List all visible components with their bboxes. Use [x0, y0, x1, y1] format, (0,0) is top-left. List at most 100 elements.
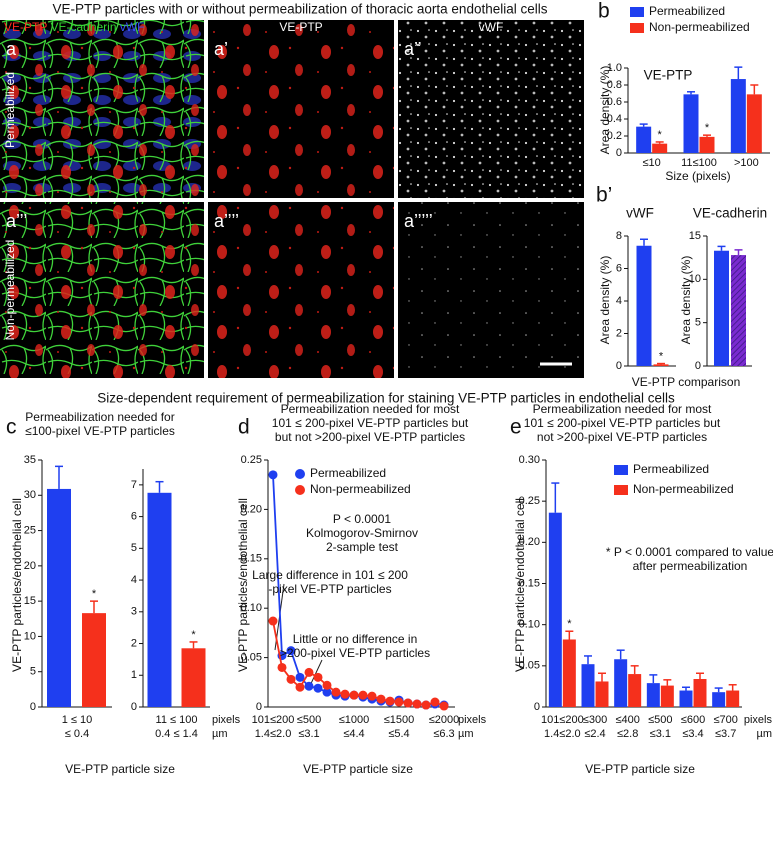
bar: [730, 79, 746, 153]
y-tick-label: 0.15: [519, 577, 540, 589]
point: [376, 694, 386, 704]
point: [367, 691, 377, 701]
y-axis-label: VE-PTP particles/endothelial cell: [10, 498, 24, 672]
x-tick-sublabel: ≤2.4: [584, 728, 605, 740]
x-axis-label: VE-PTP particle size: [65, 762, 175, 776]
y-tick-label: 6: [616, 262, 622, 274]
bar: [47, 488, 71, 707]
bar: [82, 613, 106, 707]
significance-mark: *: [659, 350, 664, 362]
y-tick-label: 2: [616, 327, 622, 339]
image-label: a’’’’’: [404, 211, 433, 231]
point: [439, 701, 449, 711]
annotation: after permeabilization: [633, 559, 748, 573]
row-label: Non-permeabilized: [3, 240, 17, 341]
significance-mark: *: [658, 129, 663, 141]
point: [340, 689, 350, 699]
chart-title: Permeabilization needed for most: [533, 402, 712, 416]
annotation: >200-pixel VE-PTP particles: [280, 646, 430, 660]
point: [322, 687, 332, 697]
image-a5-white: [398, 202, 584, 378]
x-tick-sublabel: ≤3.7: [715, 728, 736, 740]
x-unit: pixels: [744, 714, 773, 726]
y-tick-label: 0.15: [241, 553, 262, 565]
chart-title: 101 ≤ 200-pixel VE-PTP particles but: [272, 416, 469, 430]
x-tick-label: 101≤200: [541, 714, 584, 726]
x-tick-sublabel: ≤3.1: [298, 728, 319, 740]
y-tick-label: 0.20: [241, 503, 262, 515]
y-tick-label: 0.2: [607, 130, 622, 142]
chart-title: 101 ≤ 200-pixel VE-PTP particles but: [524, 416, 721, 430]
y-tick-label: 0.10: [519, 619, 540, 631]
x-tick-label: 101≤200: [252, 714, 295, 726]
bar: [581, 664, 595, 707]
x-unit: µm: [458, 728, 474, 740]
legend-swatch: [614, 485, 628, 495]
image-label: a’’’’: [214, 211, 239, 231]
x-axis-label: VE-PTP particle size: [303, 762, 413, 776]
y-tick-label: 0.6: [607, 96, 622, 108]
chart-title: but not >200-pixel VE-PTP particles: [275, 430, 465, 444]
x-tick-label: ≤300: [583, 714, 607, 726]
stain-label: vWF: [120, 20, 145, 34]
y-tick-label: 5: [695, 317, 701, 329]
x-tick-label: 1 ≤ 10: [62, 714, 93, 726]
chart-title: not >200-pixel VE-PTP particles: [537, 430, 707, 444]
legend-swatch: [630, 7, 644, 17]
point: [304, 667, 314, 677]
y-tick-label: 1: [131, 669, 137, 681]
y-tick-label: 7: [131, 479, 137, 491]
point: [430, 697, 440, 707]
significance-mark: *: [705, 122, 710, 134]
y-tick-label: 0.8: [607, 79, 622, 91]
point: [412, 699, 422, 709]
y-axis-label: Area density (%): [598, 66, 612, 155]
bar: [628, 674, 642, 707]
image-a3-red: [0, 202, 204, 378]
panel-label: d: [238, 416, 250, 439]
y-axis-label: VE-PTP particles/endothelial cell: [513, 498, 527, 672]
y-axis-label: Area density (%): [598, 256, 612, 345]
annotation: -pixel VE-PTP particles: [268, 582, 391, 596]
figure-title: VE-PTP particles with or without permeab…: [53, 2, 548, 17]
y-tick-label: 0.4: [607, 113, 622, 125]
point: [304, 681, 314, 691]
column-header: VE-PTP: [279, 20, 322, 34]
y-tick-label: 10: [24, 630, 36, 642]
x-tick-label: ≤10: [643, 157, 661, 169]
x-tick-label: ≤400: [615, 714, 639, 726]
bar: [636, 245, 652, 366]
image-label: a: [6, 39, 17, 59]
y-tick-label: 0.30: [519, 454, 540, 466]
y-axis-label: VE-PTP particles/endothelial cell: [236, 498, 250, 672]
image-a4-red: [208, 202, 394, 378]
y-tick-label: 20: [24, 560, 36, 572]
x-axis-label: Size (pixels): [665, 169, 730, 183]
bar: [731, 255, 746, 366]
point: [349, 690, 359, 700]
point: [286, 674, 296, 684]
x-tick-label: >100: [734, 157, 759, 169]
y-tick-label: 0: [695, 360, 701, 372]
y-tick-label: 30: [24, 489, 36, 501]
annotation: P < 0.0001: [333, 512, 391, 526]
bar: [562, 639, 576, 707]
image-label: a’’: [404, 39, 422, 59]
legend-label: Permeabilized: [649, 4, 725, 18]
section-title: Size-dependent requirement of permeabili…: [97, 391, 675, 406]
x-tick-sublabel: ≤ 0.4: [65, 728, 89, 740]
legend-label: Non-permeabilized: [633, 482, 734, 496]
image-a1-red: [208, 20, 394, 198]
point: [358, 690, 368, 700]
bar: [653, 364, 669, 366]
x-tick-label: ≤600: [681, 714, 705, 726]
x-tick-sublabel: 1.4≤2.0: [255, 728, 292, 740]
stain-label: VE-PTP: [4, 20, 47, 34]
annotation: Kolmogorov-Smirnov: [306, 526, 418, 540]
y-tick-label: 0.25: [519, 495, 540, 507]
y-tick-label: 6: [131, 511, 137, 523]
y-tick-label: 0.25: [241, 454, 262, 466]
legend-swatch: [295, 485, 305, 495]
